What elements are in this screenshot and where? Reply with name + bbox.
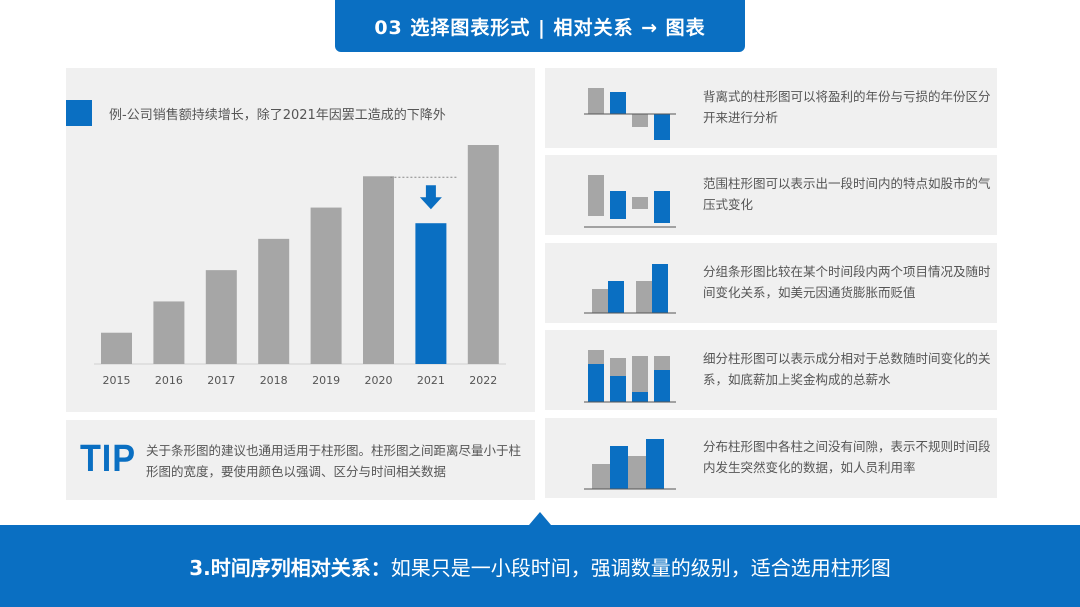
diverging-bar-chart-icon: [584, 88, 676, 140]
card-text: 分布柱形图中各柱之间没有间隙，表示不规则时间段内发生突然变化的数据，如人员利用率: [703, 439, 991, 475]
bar-2015: [101, 332, 132, 364]
bar-2018: [258, 238, 290, 364]
tick-label: 2019: [312, 374, 340, 387]
card-range: 范围柱形图可以表示出一段时间内的特点如股市的气压式变化: [545, 155, 997, 235]
tip-text: 关于条形图的建议也通用适用于柱形图。柱形图之间距离尽量小于柱形图的宽度，要使用颜…: [146, 443, 522, 479]
tick-label: 2022: [469, 374, 497, 387]
distribution-bar-chart-icon: [584, 439, 676, 490]
page-title: 03 选择图表形式 | 相对关系 → 图表: [335, 0, 745, 52]
bar-2021: [415, 223, 447, 364]
tick-label: 2020: [365, 374, 393, 387]
card-text: 细分柱形图可以表示成分相对于总数随时间变化的关系，如底薪加上奖金构成的总薪水: [703, 351, 991, 387]
card-text: 分组条形图比较在某个时间段内两个项目情况及随时间变化关系，如美元因通货膨胀而贬值: [703, 264, 991, 300]
bar-2020: [363, 176, 394, 364]
card-grouped: 分组条形图比较在某个时间段内两个项目情况及随时间变化关系，如美元因通货膨胀而贬值: [545, 243, 997, 323]
tick-label: 2018: [260, 374, 288, 387]
footer-banner: 3.时间序列相对关系： 如果只是一小段时间，强调数量的级别，适合选用柱形图: [0, 525, 1080, 607]
tip-logo: TIP: [80, 438, 136, 480]
footer-heading: 3.时间序列相对关系：: [189, 555, 391, 580]
tick-label: 2016: [155, 374, 183, 387]
bar-2019: [310, 207, 342, 364]
card-distribution: 分布柱形图中各柱之间没有间隙，表示不规则时间段内发生突然变化的数据，如人员利用率: [545, 418, 997, 498]
bar-2017: [205, 270, 237, 364]
bar-2022: [467, 145, 499, 364]
footer-pointer: [529, 512, 551, 525]
sales-bar-chart: 2015 2016 2017 2018 2019 2020 2021 2022: [94, 145, 506, 387]
card-diverging: 背离式的柱形图可以将盈利的年份与亏损的年份区分开来进行分析: [545, 68, 997, 148]
grouped-bar-chart-icon: [584, 264, 676, 314]
title-marker: [66, 100, 92, 126]
tip-panel: TIP 关于条形图的建议也通用适用于柱形图。柱形图之间距离尽量小于柱形图的宽度，…: [66, 420, 535, 500]
tick-label: 2021: [417, 374, 445, 387]
chart-note: 例-公司销售额持续增长，除了2021年因罢工造成的下降外: [109, 108, 446, 123]
tick-label: 2015: [103, 374, 131, 387]
card-text: 背离式的柱形图可以将盈利的年份与亏损的年份区分开来进行分析: [703, 89, 991, 125]
range-bar-chart-icon: [584, 175, 676, 228]
footer-text: 如果只是一小段时间，强调数量的级别，适合选用柱形图: [390, 555, 891, 580]
card-stacked: 细分柱形图可以表示成分相对于总数随时间变化的关系，如底薪加上奖金构成的总薪水: [545, 330, 997, 410]
bar-2016: [153, 301, 185, 364]
chart-panel: 例-公司销售额持续增长，除了2021年因罢工造成的下降外 2015 2016 201…: [66, 68, 535, 412]
down-arrow-icon: [419, 185, 442, 210]
stacked-bar-chart-icon: [584, 350, 676, 403]
tick-label: 2017: [207, 374, 235, 387]
card-text: 范围柱形图可以表示出一段时间内的特点如股市的气压式变化: [703, 176, 991, 212]
